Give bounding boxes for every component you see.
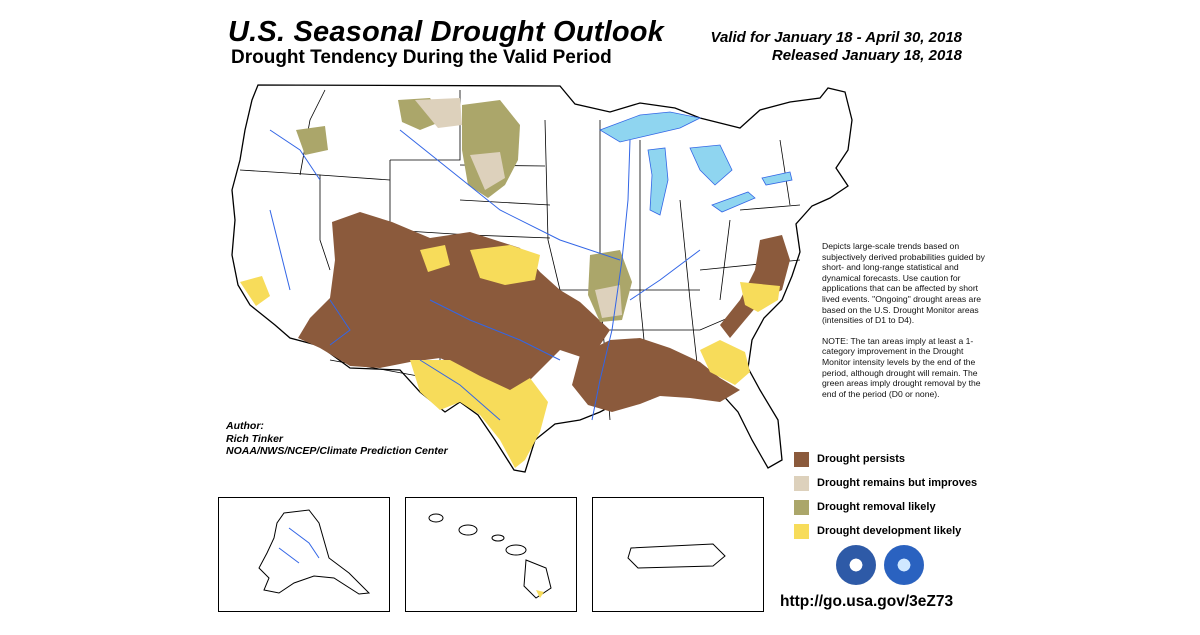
validity-block: Valid for January 18 - April 30, 2018 Re… <box>711 29 963 65</box>
alaska-inset <box>218 497 390 612</box>
california-development <box>240 276 270 306</box>
lake-michigan <box>647 147 669 216</box>
kansas-development <box>470 245 540 285</box>
colorado-development <box>420 245 450 272</box>
map-title: U.S. Seasonal Drought Outlook <box>228 16 664 48</box>
lake-erie <box>711 191 756 213</box>
legend-label-removal: Drought removal likely <box>817 501 936 513</box>
release-date: Released January 18, 2018 <box>771 47 962 64</box>
source-url[interactable]: http://go.usa.gov/3eZ73 <box>780 593 954 610</box>
author-block: Author: Rich Tinker NOAA/NWS/NCEP/Climat… <box>226 420 448 458</box>
legend-item-development: Drought development likely <box>794 519 977 543</box>
legend-swatch-removal <box>794 499 809 515</box>
dakota-improves <box>470 152 505 190</box>
legend-label-development: Drought development likely <box>817 525 962 537</box>
map-subtitle: Drought Tendency During the Valid Period <box>231 47 612 68</box>
georgia-development <box>700 340 750 385</box>
texas-development <box>410 360 548 468</box>
southeast-persists <box>572 338 740 412</box>
legend-label-improves: Drought remains but improves <box>817 477 978 489</box>
description-text: Depicts large-scale trends based on subj… <box>822 241 992 409</box>
legend-item-persists: Drought persists <box>794 447 977 471</box>
puerto-rico-map <box>627 543 726 569</box>
noaa-icon <box>836 545 876 585</box>
legend-swatch-improves <box>794 475 809 491</box>
great-lakes <box>599 111 793 216</box>
lake-ontario <box>761 171 793 186</box>
puerto-rico-inset <box>592 497 764 612</box>
legend-swatch-persists <box>794 451 809 467</box>
description-paragraph-1: Depicts large-scale trends based on subj… <box>822 241 985 326</box>
hawaii-map <box>428 513 552 599</box>
lake-superior <box>599 111 702 143</box>
author-label: Author: <box>226 420 264 432</box>
dept-of-commerce-icon <box>884 545 924 585</box>
legend-item-improves: Drought remains but improves <box>794 471 977 495</box>
legend-item-removal: Drought removal likely <box>794 495 977 519</box>
southwest-persists <box>298 212 610 400</box>
legend-swatch-development <box>794 523 809 539</box>
legend-label-persists: Drought persists <box>817 453 906 465</box>
alaska-map <box>258 509 371 595</box>
rivers <box>269 129 701 421</box>
valid-period: Valid for January 18 - April 30, 2018 <box>710 29 963 46</box>
lake-huron <box>689 144 733 186</box>
northern-plains-removal <box>462 100 520 198</box>
description-paragraph-2: NOTE: The tan areas imply at least a 1-c… <box>822 335 981 399</box>
montana-improves <box>415 98 462 128</box>
author-org: NOAA/NWS/NCEP/Climate Prediction Center <box>226 445 448 457</box>
carolina-development <box>740 282 780 312</box>
hawaii-inset <box>405 497 577 612</box>
drought-persists-areas <box>298 212 790 412</box>
author-name: Rich Tinker <box>226 432 283 445</box>
drought-development-areas <box>240 245 780 468</box>
idaho-removal <box>296 126 328 155</box>
legend: Drought persists Drought remains but imp… <box>794 447 977 543</box>
